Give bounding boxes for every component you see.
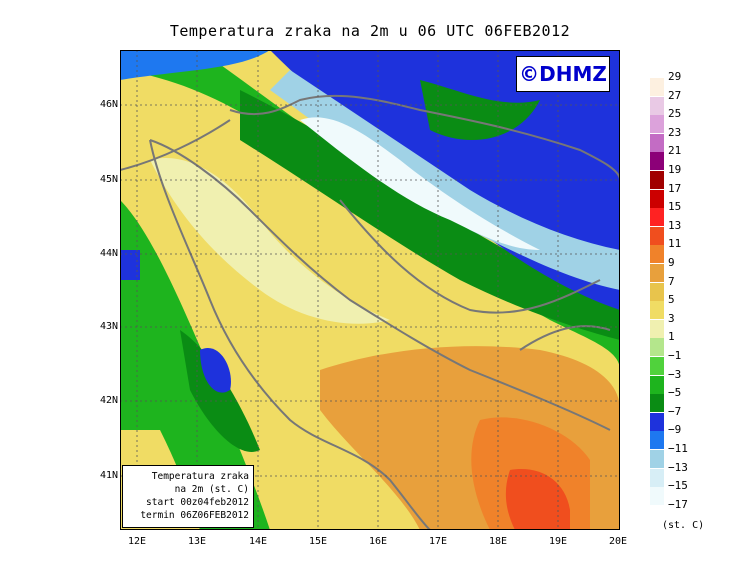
- field-ridge-white: [300, 117, 540, 250]
- adriatic-west-coast: [149, 139, 431, 530]
- legend-swatch: [650, 264, 664, 282]
- legend-label: 5: [668, 293, 675, 307]
- legend-label: −11: [668, 442, 688, 455]
- lon-label: 19E: [548, 536, 568, 547]
- legend-swatch: [650, 115, 664, 134]
- coastlines: [120, 94, 620, 530]
- legend-label: −17: [668, 497, 688, 511]
- lat-label: 44N: [99, 248, 118, 259]
- legend-label: −15: [668, 479, 688, 493]
- legend-label: −9: [668, 423, 682, 437]
- info-line: termin 06Z06FEB2012: [140, 510, 249, 521]
- lat-label: 43N: [99, 321, 118, 332]
- legend-label: 13: [668, 218, 682, 232]
- field-red-orange: [505, 469, 570, 530]
- legend-label: 25: [668, 107, 682, 121]
- legend-swatch: [650, 431, 664, 450]
- legend-label: 9: [668, 256, 675, 269]
- legend-swatch: [650, 468, 664, 487]
- graticule: [120, 50, 620, 530]
- lon-label: 16E: [368, 536, 388, 547]
- legend-label: −13: [668, 460, 688, 474]
- legend-label: −3: [668, 367, 682, 381]
- map-canvas: [120, 50, 620, 530]
- legend-label: 19: [668, 163, 682, 176]
- info-line: start 00z04feb2012: [146, 497, 249, 508]
- legend-label: 3: [668, 311, 675, 325]
- field-west-blue: [120, 250, 140, 280]
- legend-label: 17: [668, 181, 682, 195]
- legend-label: −1: [668, 349, 682, 362]
- legend-swatch: [650, 487, 664, 506]
- legend-label: 27: [668, 88, 682, 102]
- legend-label: 21: [668, 144, 682, 158]
- field-pannonia-green: [420, 80, 540, 140]
- lon-label: 17E: [428, 536, 448, 547]
- legend-swatch: [650, 450, 664, 468]
- legend-swatch: [650, 78, 664, 96]
- legend-swatch: [650, 319, 664, 338]
- lon-label: 18E: [488, 536, 508, 547]
- dhmz-logo: ©DHMZ: [516, 56, 610, 92]
- legend-swatch: [650, 301, 664, 320]
- lon-label: 20E: [608, 536, 628, 547]
- legend-label: 11: [668, 237, 682, 251]
- legend-swatch: [650, 208, 664, 227]
- info-box: Temperatura zraka na 2m (st. C) start 00…: [122, 465, 254, 528]
- lat-label: 41N: [99, 470, 118, 481]
- legend-swatch: [650, 375, 664, 394]
- field-apennine-blue: [200, 348, 231, 393]
- legend-label: −7: [668, 404, 682, 418]
- temperature-map: [120, 50, 620, 530]
- legend-swatch: [650, 394, 664, 413]
- legend-swatch: [650, 412, 664, 431]
- lon-label: 13E: [187, 536, 207, 547]
- field-north-blue: [120, 50, 270, 80]
- legend-label: 15: [668, 200, 682, 214]
- legend-swatch: [650, 189, 664, 208]
- legend-swatch: [650, 338, 664, 357]
- info-line: Temperatura zraka: [151, 471, 249, 482]
- adriatic-east-coast: [149, 139, 611, 431]
- legend-swatch: [650, 96, 664, 115]
- map-title: Temperatura zraka na 2m u 06 UTC 06FEB20…: [169, 22, 571, 40]
- lon-label: 15E: [308, 536, 328, 547]
- info-line: na 2m (st. C): [174, 484, 249, 495]
- legend-swatch: [650, 357, 664, 375]
- legend-label: 29: [668, 70, 682, 83]
- lon-label: 12E: [127, 536, 147, 547]
- border-bih: [339, 199, 601, 314]
- border-mne: [519, 325, 611, 351]
- legend-swatch: [650, 245, 664, 264]
- border-north: [229, 94, 620, 181]
- legend-label: −5: [668, 386, 682, 400]
- legend-swatch: [650, 133, 664, 152]
- map-frame: [120, 50, 620, 530]
- istria: [120, 119, 231, 171]
- legend-label: 1: [668, 330, 675, 344]
- lat-label: 42N: [99, 395, 118, 406]
- legend-swatch: [650, 171, 664, 189]
- legend-label: 23: [668, 125, 682, 139]
- lon-label: 14E: [248, 536, 268, 547]
- legend-unit: (st. C): [662, 520, 705, 531]
- field-pale: [150, 158, 390, 324]
- legend-label: 7: [668, 274, 675, 288]
- lat-label: 45N: [99, 174, 118, 185]
- lat-label: 46N: [99, 99, 118, 110]
- field-dinaric-dark: [240, 90, 620, 340]
- legend-swatch: [650, 152, 664, 171]
- legend-swatch: [650, 282, 664, 301]
- legend-swatch: [650, 226, 664, 245]
